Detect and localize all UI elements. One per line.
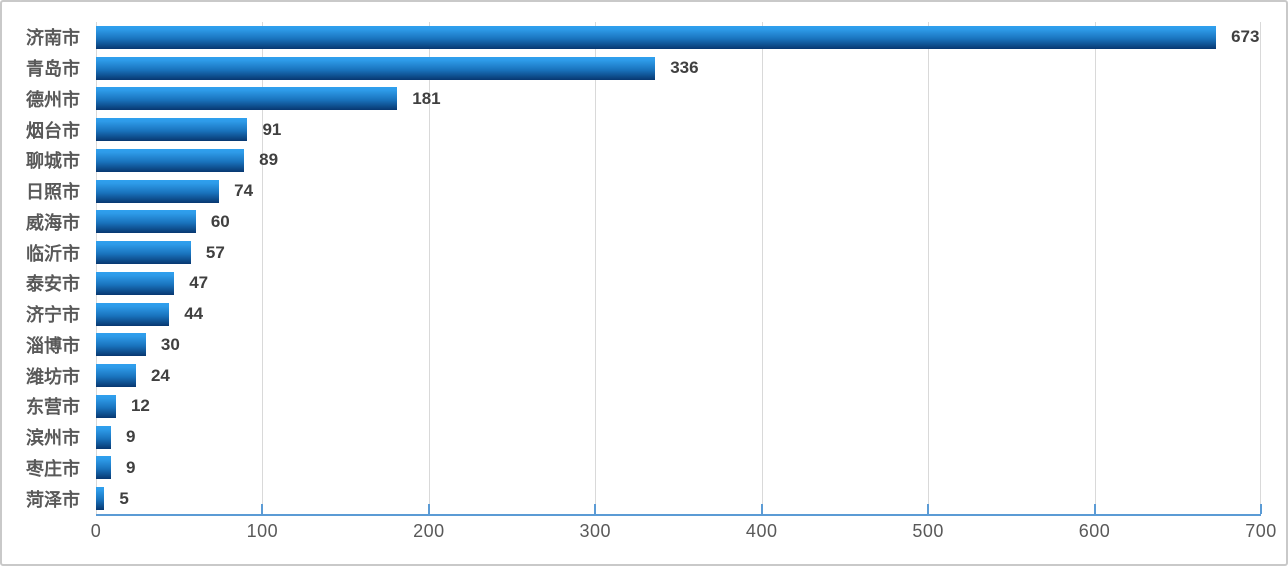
bar-row: 5 xyxy=(96,483,1261,514)
axis-tick xyxy=(427,504,430,514)
bar xyxy=(96,271,175,295)
value-label: 5 xyxy=(119,488,129,508)
x-tick-label: 200 xyxy=(413,521,445,541)
bar-row: 673 xyxy=(96,22,1261,53)
plot-area: 673 336 181 91 89 74 60 57 47 44 30 24 12 9 9 5 xyxy=(96,22,1262,516)
bar xyxy=(96,394,116,418)
x-tick-label: 300 xyxy=(579,521,612,541)
category-label: 枣庄市 xyxy=(26,458,80,479)
bar xyxy=(96,425,111,449)
value-label: 12 xyxy=(130,396,150,416)
x-tick-label: 0 xyxy=(90,521,102,541)
gridline xyxy=(1260,22,1261,514)
bar-row: 24 xyxy=(96,360,1261,391)
bar-row: 9 xyxy=(96,453,1261,484)
value-label: 30 xyxy=(160,334,180,354)
bar xyxy=(96,56,656,80)
bar-row: 57 xyxy=(96,237,1261,268)
value-label: 9 xyxy=(125,427,136,447)
bar-row: 74 xyxy=(96,176,1261,207)
gridline xyxy=(928,22,930,514)
gridline xyxy=(1094,22,1096,514)
category-label: 东营市 xyxy=(26,397,80,418)
category-label: 滨州市 xyxy=(26,428,80,449)
category-axis-labels: 济南市青岛市德州市烟台市聊城市日照市威海市临沂市泰安市济宁市淄博市潍坊市东营市滨… xyxy=(2,22,88,514)
category-label: 济宁市 xyxy=(26,305,80,326)
axis-tick xyxy=(1093,504,1096,514)
bar xyxy=(96,25,1217,49)
value-label: 57 xyxy=(205,242,225,262)
category-label: 济南市 xyxy=(26,28,80,49)
gridline xyxy=(428,22,430,514)
category-label: 烟台市 xyxy=(26,120,80,141)
category-label: 聊城市 xyxy=(26,151,80,172)
category-label: 青岛市 xyxy=(26,59,80,80)
x-tick-label: 600 xyxy=(1078,521,1111,541)
bar-row: 12 xyxy=(96,391,1261,422)
axis-tick xyxy=(1260,504,1262,514)
value-label: 9 xyxy=(125,457,136,477)
value-label: 181 xyxy=(412,88,441,108)
axis-tick xyxy=(927,504,930,514)
bar xyxy=(96,487,105,511)
category-label: 临沂市 xyxy=(26,243,80,264)
bar xyxy=(96,456,111,480)
value-label: 89 xyxy=(259,150,279,170)
bar-row: 91 xyxy=(96,114,1261,145)
bar xyxy=(96,241,191,265)
bar-row: 181 xyxy=(96,84,1261,115)
gridline xyxy=(96,22,97,514)
bar xyxy=(96,210,196,234)
bar-row: 44 xyxy=(96,299,1261,330)
category-label: 潍坊市 xyxy=(26,366,80,387)
axis-tick xyxy=(760,504,763,514)
bar xyxy=(96,179,220,203)
bar-row: 60 xyxy=(96,207,1261,238)
category-label: 淄博市 xyxy=(26,335,80,356)
bar xyxy=(96,333,146,357)
category-label: 威海市 xyxy=(26,212,80,233)
value-label: 44 xyxy=(184,304,204,324)
value-label: 673 xyxy=(1231,27,1260,47)
bar xyxy=(96,118,248,142)
value-label: 60 xyxy=(210,211,230,231)
gridline xyxy=(262,22,264,514)
bar-row: 30 xyxy=(96,330,1261,361)
value-label: 336 xyxy=(670,58,699,78)
x-tick-label: 400 xyxy=(745,521,778,541)
bar-row: 47 xyxy=(96,268,1261,299)
category-label: 德州市 xyxy=(26,89,80,110)
bar-row: 336 xyxy=(96,53,1261,84)
gridline xyxy=(761,22,763,514)
axis-tick xyxy=(261,504,264,514)
category-label: 泰安市 xyxy=(26,274,80,295)
x-tick-label: 700 xyxy=(1245,521,1277,541)
value-label: 47 xyxy=(189,273,209,293)
bar-row: 89 xyxy=(96,145,1261,176)
category-label: 菏泽市 xyxy=(26,489,80,510)
value-label: 24 xyxy=(150,365,170,385)
bar xyxy=(96,302,170,326)
bar-row: 9 xyxy=(96,422,1261,453)
value-label: 91 xyxy=(262,119,282,139)
x-tick-label: 500 xyxy=(912,521,944,541)
bar xyxy=(96,148,245,172)
bar xyxy=(96,364,136,388)
x-tick-label: 100 xyxy=(246,521,279,541)
value-label: 74 xyxy=(234,181,254,201)
axis-tick xyxy=(594,504,597,514)
category-label: 日照市 xyxy=(26,182,80,203)
bar xyxy=(96,87,398,111)
bars-layer: 673 336 181 91 89 74 60 57 47 44 30 24 12 9 9 5 xyxy=(96,22,1261,514)
x-axis-tick-labels: 0 100 200 300 400 500 600 700 xyxy=(91,521,1277,547)
gridline xyxy=(595,22,597,514)
